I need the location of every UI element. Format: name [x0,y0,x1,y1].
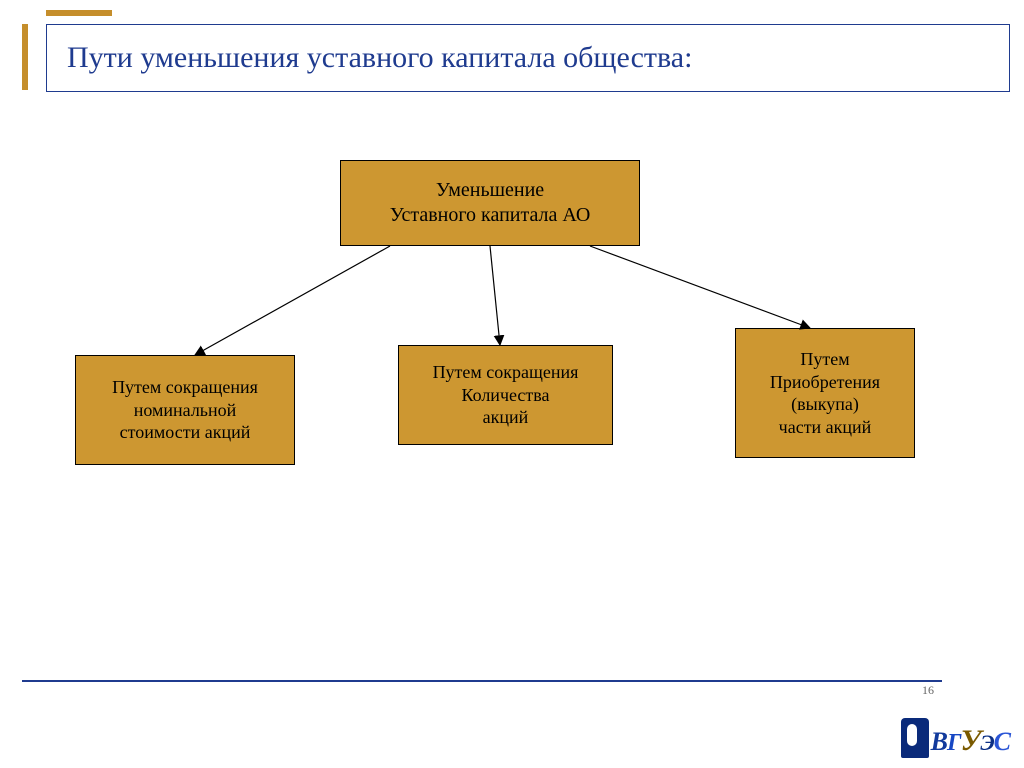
logo-figure-icon [901,718,929,758]
logo: ВГУЭС [901,718,1010,758]
title-box: Пути уменьшения уставного капитала общес… [46,24,1010,92]
node-mid-text: Путем сокращенияКоличестваакций [433,361,579,429]
node-root: УменьшениеУставного капитала АО [340,160,640,246]
node-right-text: ПутемПриобретения(выкупа)части акций [770,348,880,438]
node-left: Путем сокращенияноминальнойстоимости акц… [75,355,295,465]
logo-text: ВГУЭС [931,724,1010,758]
accent-bar-top [46,10,112,16]
node-left-text: Путем сокращенияноминальнойстоимости акц… [112,376,258,444]
footer-rule [22,680,942,682]
accent-bar-left [22,24,28,90]
node-root-text: УменьшениеУставного капитала АО [390,178,591,228]
node-mid: Путем сокращенияКоличестваакций [398,345,613,445]
node-right: ПутемПриобретения(выкупа)части акций [735,328,915,458]
slide: Пути уменьшения уставного капитала общес… [0,0,1024,768]
page-number: 16 [922,683,934,698]
slide-title: Пути уменьшения уставного капитала общес… [67,41,692,75]
